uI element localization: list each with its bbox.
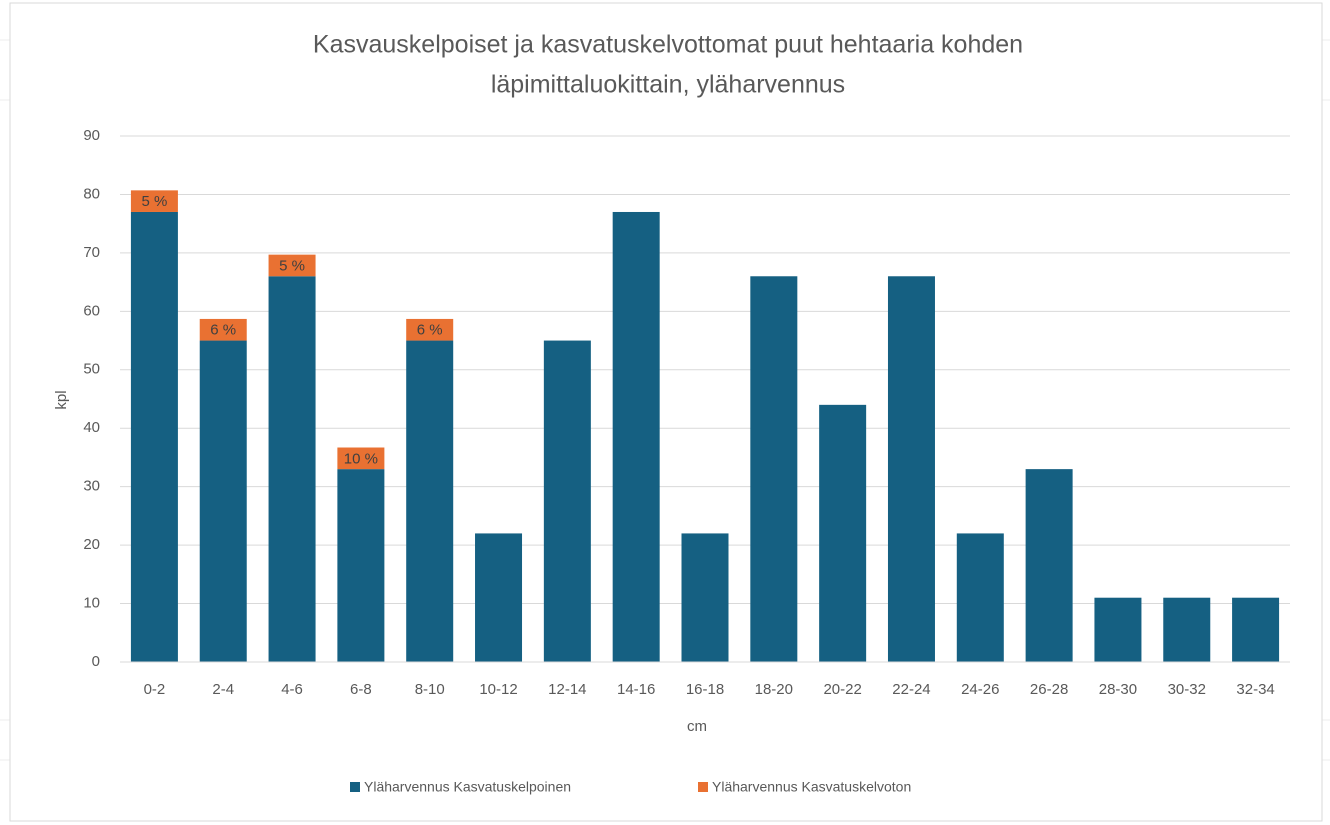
bar-segment <box>750 276 798 662</box>
y-tick-label: 60 <box>83 302 100 319</box>
x-tick-label: 16-18 <box>686 681 724 698</box>
data-label: 6 % <box>417 322 443 339</box>
x-tick-label: 18-20 <box>755 681 793 698</box>
x-tick-label: 22-24 <box>892 681 930 698</box>
legend-swatch <box>350 782 360 792</box>
y-tick-label: 80 <box>83 185 100 202</box>
y-tick-label: 50 <box>83 361 100 378</box>
bar-segment <box>199 318 247 341</box>
data-label: 6 % <box>210 322 236 339</box>
bar-segment <box>406 318 454 341</box>
x-tick-label: 32-34 <box>1236 681 1274 698</box>
y-tick-label: 0 <box>92 653 100 670</box>
bar-segment <box>1025 469 1073 662</box>
x-tick-label: 4-6 <box>281 681 303 698</box>
chart-title: Kasvauskelpoiset ja kasvatuskelvottomat … <box>313 31 1023 59</box>
x-tick-label: 8-10 <box>415 681 445 698</box>
bar-segment <box>681 533 729 662</box>
x-axis-label: cm <box>687 718 707 735</box>
y-tick-label: 90 <box>83 127 100 144</box>
bar-segment <box>268 254 316 277</box>
bar-segment <box>337 469 385 662</box>
x-tick-label: 0-2 <box>144 681 166 698</box>
legend-label: Yläharvennus Kasvatuskelpoinen <box>364 779 571 795</box>
x-tick-label: 24-26 <box>961 681 999 698</box>
bar-segment <box>1094 597 1142 662</box>
bar-segment <box>199 340 247 662</box>
legend-swatch <box>698 782 708 792</box>
bar-segment <box>406 340 454 662</box>
y-tick-label: 30 <box>83 478 100 495</box>
bar-segment <box>475 533 523 662</box>
y-tick-label: 10 <box>83 595 100 612</box>
bar-segment <box>1163 597 1211 662</box>
bar-segment <box>1232 597 1280 662</box>
bar-segment <box>956 533 1004 662</box>
x-tick-label: 14-16 <box>617 681 655 698</box>
x-tick-label: 26-28 <box>1030 681 1068 698</box>
bar-segment <box>268 276 316 662</box>
bar-segment <box>819 404 867 662</box>
data-label: 5 % <box>141 193 167 210</box>
data-label: 10 % <box>344 450 378 467</box>
y-tick-label: 20 <box>83 536 100 553</box>
y-axis-label: kpl <box>53 390 70 409</box>
chart-title: läpimittaluokittain, yläharvennus <box>491 71 845 99</box>
bar-segment <box>887 276 935 662</box>
legend-label: Yläharvennus Kasvatuskelvoton <box>712 779 911 795</box>
y-tick-label: 40 <box>83 419 100 436</box>
x-tick-label: 10-12 <box>479 681 517 698</box>
bar-segment <box>130 190 178 212</box>
x-tick-label: 12-14 <box>548 681 586 698</box>
bar-segment <box>130 211 178 662</box>
x-tick-label: 2-4 <box>212 681 234 698</box>
x-tick-label: 6-8 <box>350 681 372 698</box>
bar-segment <box>612 211 660 662</box>
x-tick-label: 28-30 <box>1099 681 1137 698</box>
bar-segment <box>337 447 385 470</box>
x-tick-label: 30-32 <box>1168 681 1206 698</box>
y-tick-label: 70 <box>83 244 100 261</box>
x-tick-label: 20-22 <box>823 681 861 698</box>
data-label: 5 % <box>279 257 305 274</box>
bar-segment <box>543 340 591 662</box>
